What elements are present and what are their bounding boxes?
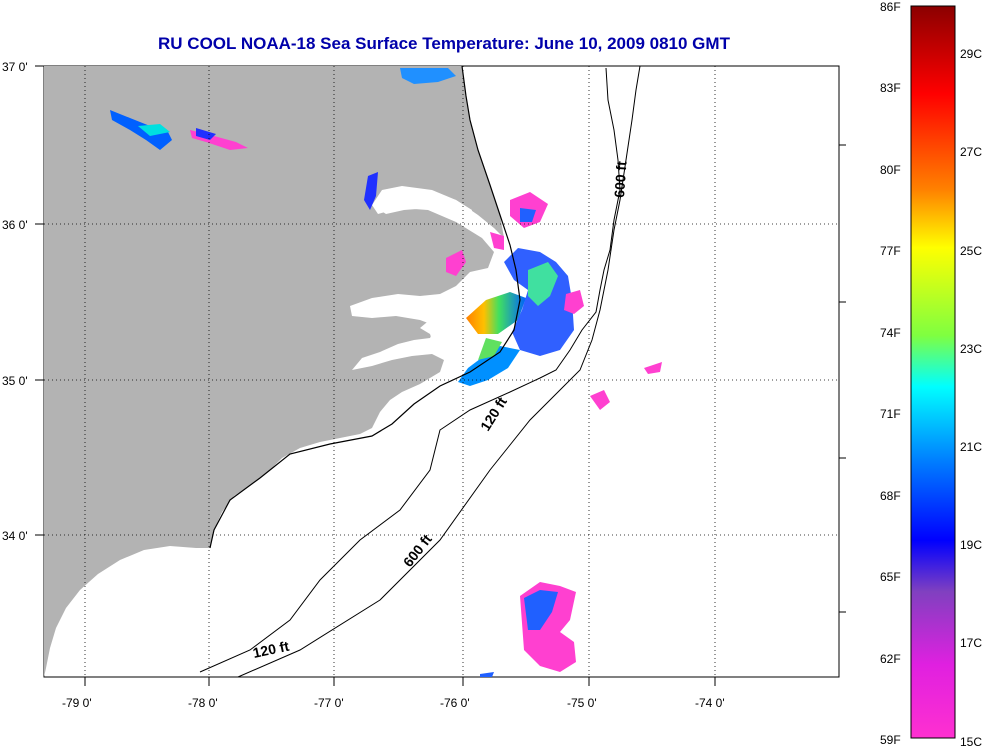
colorbar-f-label: 86F bbox=[880, 0, 901, 14]
colorbar-c-label: 19C bbox=[960, 538, 983, 552]
lat-label: 37 0' bbox=[2, 60, 28, 74]
contour-120ft bbox=[199, 67, 621, 673]
colorbar-c-label: 25C bbox=[960, 244, 983, 258]
lon-label: -75 0' bbox=[567, 696, 597, 710]
colorbar-c-label: 17C bbox=[960, 636, 983, 650]
colorbar-f-label: 59F bbox=[880, 733, 901, 747]
contour-label-120ft-south: 120 ft bbox=[251, 638, 290, 661]
lat-label: 34 0' bbox=[2, 529, 28, 543]
lon-label: -76 0' bbox=[440, 696, 470, 710]
land-north-carolina bbox=[44, 66, 504, 677]
colorbar-f-label: 77F bbox=[880, 244, 901, 258]
albemarle-sound bbox=[372, 192, 472, 220]
lon-label: -74 0' bbox=[695, 696, 725, 710]
colorbar-f-label: 62F bbox=[880, 652, 901, 666]
lat-label: 36 0' bbox=[2, 218, 28, 232]
map-title: RU COOL NOAA-18 Sea Surface Temperature:… bbox=[158, 34, 730, 53]
axis-ticks bbox=[35, 65, 846, 686]
colorbar-f-label: 74F bbox=[880, 326, 901, 340]
colorbar-f-label: 83F bbox=[880, 81, 901, 95]
colorbar bbox=[910, 5, 956, 739]
coastline bbox=[209, 66, 521, 549]
colorbar-c-label: 15C bbox=[960, 735, 983, 749]
lon-label: -79 0' bbox=[62, 696, 92, 710]
bathymetry-contours bbox=[199, 66, 641, 677]
colorbar-f-label: 65F bbox=[880, 570, 901, 584]
colorbar-c-label: 23C bbox=[960, 342, 983, 356]
lon-label: -78 0' bbox=[188, 696, 218, 710]
graticule bbox=[44, 66, 839, 677]
colorbar-c-label: 27C bbox=[960, 145, 983, 159]
pamlico-sound bbox=[420, 262, 506, 364]
colorbar-c-label: 29C bbox=[960, 47, 983, 61]
lon-label: -77 0' bbox=[314, 696, 344, 710]
colorbar-f-label: 68F bbox=[880, 489, 901, 503]
colorbar-c-label: 21C bbox=[960, 440, 983, 454]
colorbar-f-label: 80F bbox=[880, 163, 901, 177]
contour-600ft bbox=[237, 66, 641, 677]
sst-data-patches bbox=[110, 68, 662, 677]
colorbar-f-label: 71F bbox=[880, 407, 901, 421]
contour-label-600ft-north: 600 ft bbox=[611, 160, 630, 198]
lat-label: 35 0' bbox=[2, 374, 28, 388]
